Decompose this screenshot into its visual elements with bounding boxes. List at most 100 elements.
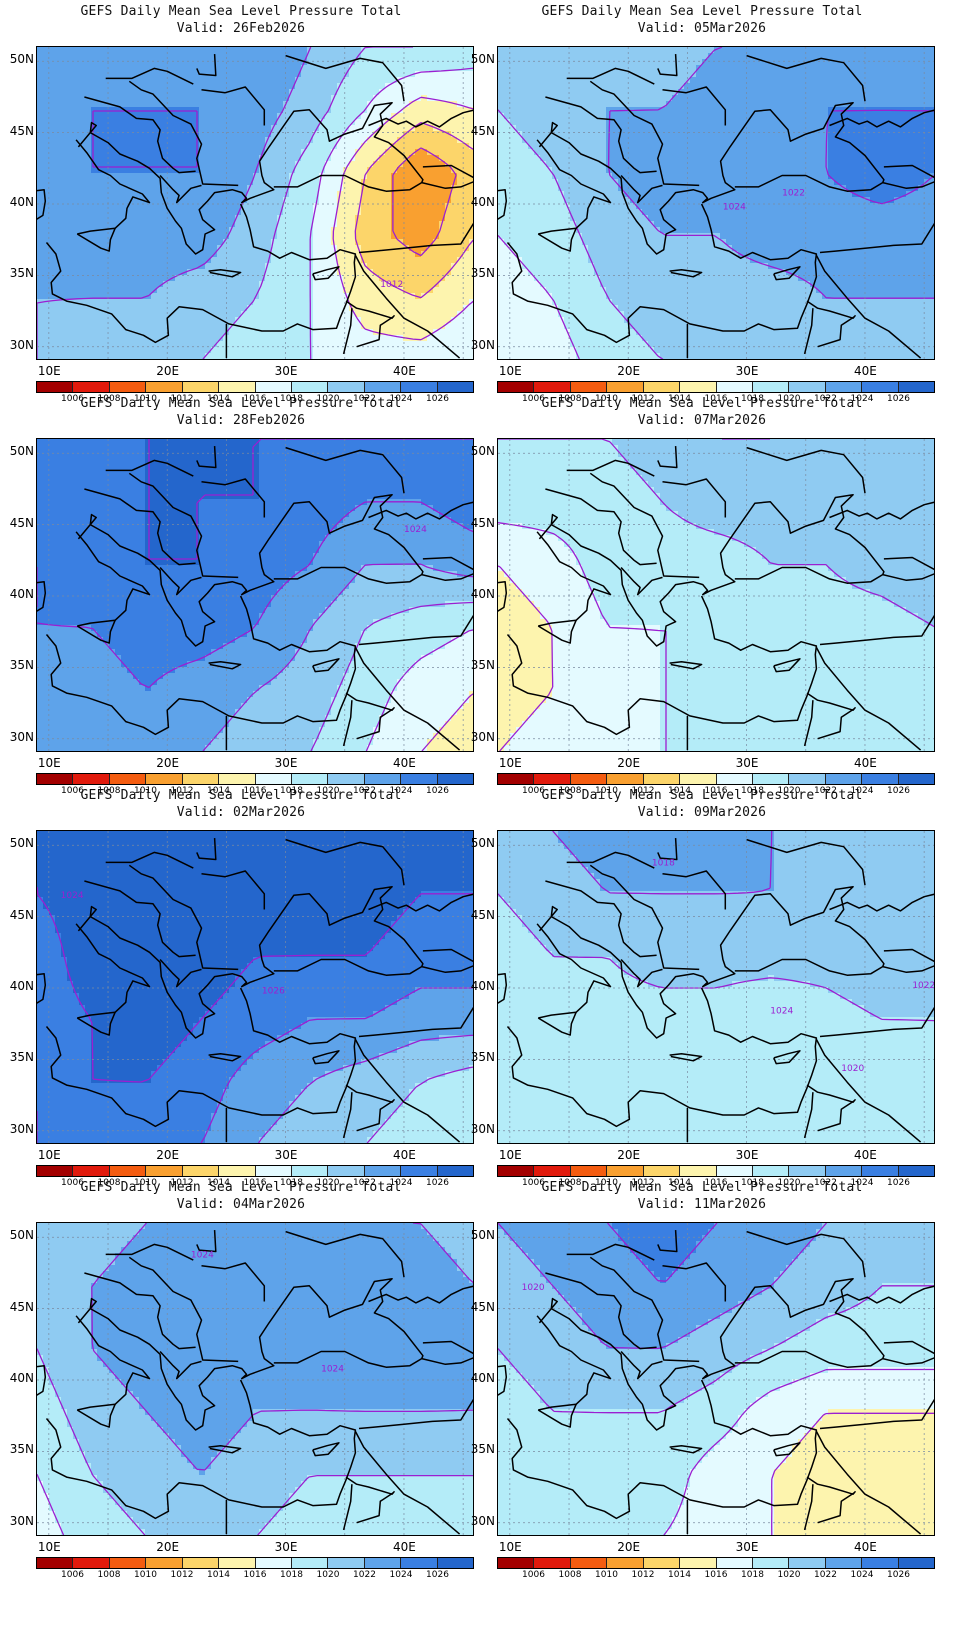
colorbar-swatch [498, 774, 535, 784]
colorbar-swatch [898, 1558, 935, 1568]
colorbar-swatch [401, 774, 438, 784]
latitude-label: 50N [2, 1228, 34, 1242]
colorbar-tick-label: 1020 [778, 1570, 801, 1580]
longitude-label: 40E [854, 756, 877, 770]
panel-title: GEFS Daily Mean Sea Level Pressure Total [461, 4, 943, 20]
colorbar-swatch [825, 1558, 863, 1568]
colorbar-swatch [752, 774, 790, 784]
pressure-field: 1024 1024 [37, 1223, 473, 1535]
longitude-label: 30E [736, 364, 759, 378]
colorbar-swatch [898, 774, 935, 784]
colorbar-tick-label: 1014 [207, 394, 230, 404]
colorbar-swatch [364, 1558, 402, 1568]
colorbar-tick-label: 1020 [778, 786, 801, 796]
colorbar-labels: 1006 1008 1010 1012 1014 1016 1018 1020 1022 1024… [36, 1570, 474, 1582]
colorbar-labels: 1006 1008 1010 1012 1014 1016 1018 1020 1022 1024… [36, 394, 474, 406]
colorbar-swatch [607, 1558, 644, 1568]
colorbar-tick-label: 1022 [353, 1570, 376, 1580]
latitude-label: 45N [463, 908, 495, 922]
latitude-label: 30N [463, 1514, 495, 1528]
pressure-map: 1024 [36, 438, 474, 752]
colorbar-swatch [182, 382, 220, 392]
longitude-label: 20E [617, 364, 640, 378]
isobar-1022 [37, 47, 312, 359]
colorbar-tick-label: 1022 [353, 786, 376, 796]
colorbar-swatch [607, 774, 644, 784]
panel-valid-date: Valid: 09Mar2026 [461, 805, 943, 821]
isobar-1018 [365, 629, 473, 751]
latitude-label: 45N [463, 124, 495, 138]
latitude-label: 50N [463, 836, 495, 850]
colorbar-tick-label: 1018 [741, 1178, 764, 1188]
colorbar-swatch [498, 1166, 535, 1176]
pressure-shading [498, 47, 934, 359]
pressure-map: 1024 1020 1022 1018 [497, 830, 935, 1144]
colorbar-tick-label: 1026 [887, 786, 910, 796]
latitude-label: 30N [2, 338, 34, 352]
longitude-label: 30E [275, 756, 298, 770]
colorbar-tick-label: 1018 [741, 1570, 764, 1580]
pressure-map: 1020 [497, 1222, 935, 1536]
colorbar-swatch [862, 1166, 899, 1176]
colorbar-swatch [825, 382, 863, 392]
colorbar-swatch [73, 382, 110, 392]
pressure-field: 1024 [37, 439, 473, 751]
colorbar-tick-label: 1006 [61, 1570, 84, 1580]
colorbar-tick-label: 1026 [426, 1178, 449, 1188]
colorbar-tick-label: 1014 [668, 1570, 691, 1580]
colorbar-swatch [534, 1166, 571, 1176]
colorbar-tick-label: 1018 [280, 1570, 303, 1580]
latitude-label: 50N [463, 1228, 495, 1242]
coastlines-borders [37, 446, 473, 751]
panel-title: GEFS Daily Mean Sea Level Pressure Total [461, 1180, 943, 1196]
isobar-1014 [354, 121, 473, 299]
panel-valid-date: Valid: 05Mar2026 [461, 21, 943, 37]
latitude-label: 35N [463, 266, 495, 280]
isobar-label: 1024 [61, 891, 84, 901]
longitude-label: 10E [499, 756, 522, 770]
isobar-label: 1024 [723, 203, 746, 213]
colorbar-tick-label: 1024 [851, 786, 874, 796]
colorbar-swatch [643, 1558, 681, 1568]
colorbar-tick-label: 1012 [171, 1178, 194, 1188]
colorbar-tick-label: 1022 [814, 786, 837, 796]
colorbar-tick-label: 1008 [559, 394, 582, 404]
latitude-label: 40N [463, 195, 495, 209]
colorbar-tick-label: 1014 [207, 786, 230, 796]
isobar-1022 [91, 1223, 473, 1471]
latitude-label: 30N [2, 1122, 34, 1136]
longitude-label: 40E [854, 1148, 877, 1162]
isobar-label: 1022 [782, 188, 805, 198]
panel-title: GEFS Daily Mean Sea Level Pressure Total [0, 1180, 482, 1196]
colorbar [497, 381, 935, 393]
colorbar-swatch [364, 382, 402, 392]
pressure-map: 1012 [36, 46, 474, 360]
panel-valid-date: Valid: 04Mar2026 [0, 1197, 482, 1213]
colorbar-tick-label: 1022 [814, 1178, 837, 1188]
colorbar-tick-label: 1026 [426, 394, 449, 404]
pressure-map: 1022 1024 [497, 46, 935, 360]
longitude-label: 10E [38, 1148, 61, 1162]
isobar-1020 [366, 1066, 473, 1143]
longitude-label: 10E [499, 1540, 522, 1554]
isobar-1012 [392, 147, 457, 257]
colorbar-tick-label: 1020 [317, 1178, 340, 1188]
panel-valid-date: Valid: 28Feb2026 [0, 413, 482, 429]
colorbar-swatch [37, 1166, 74, 1176]
longitude-label: 20E [156, 1540, 179, 1554]
colorbar-swatch [716, 1558, 753, 1568]
colorbar-tick-label: 1020 [778, 1178, 801, 1188]
colorbar-swatch [716, 774, 753, 784]
colorbar-tick-label: 1006 [522, 786, 545, 796]
colorbar-swatch [898, 382, 935, 392]
pressure-field: 1024 1020 1022 1018 [498, 831, 934, 1143]
panel-title: GEFS Daily Mean Sea Level Pressure Total [461, 788, 943, 804]
map-panel: GEFS Daily Mean Sea Level Pressure Total… [0, 784, 482, 1194]
longitude-label: 20E [156, 756, 179, 770]
isobar-1026 [148, 439, 473, 560]
colorbar-swatch [643, 382, 681, 392]
colorbar-swatch [534, 382, 571, 392]
colorbar-swatch [752, 1166, 790, 1176]
colorbar-swatch [825, 1166, 863, 1176]
colorbar-swatch [364, 774, 402, 784]
